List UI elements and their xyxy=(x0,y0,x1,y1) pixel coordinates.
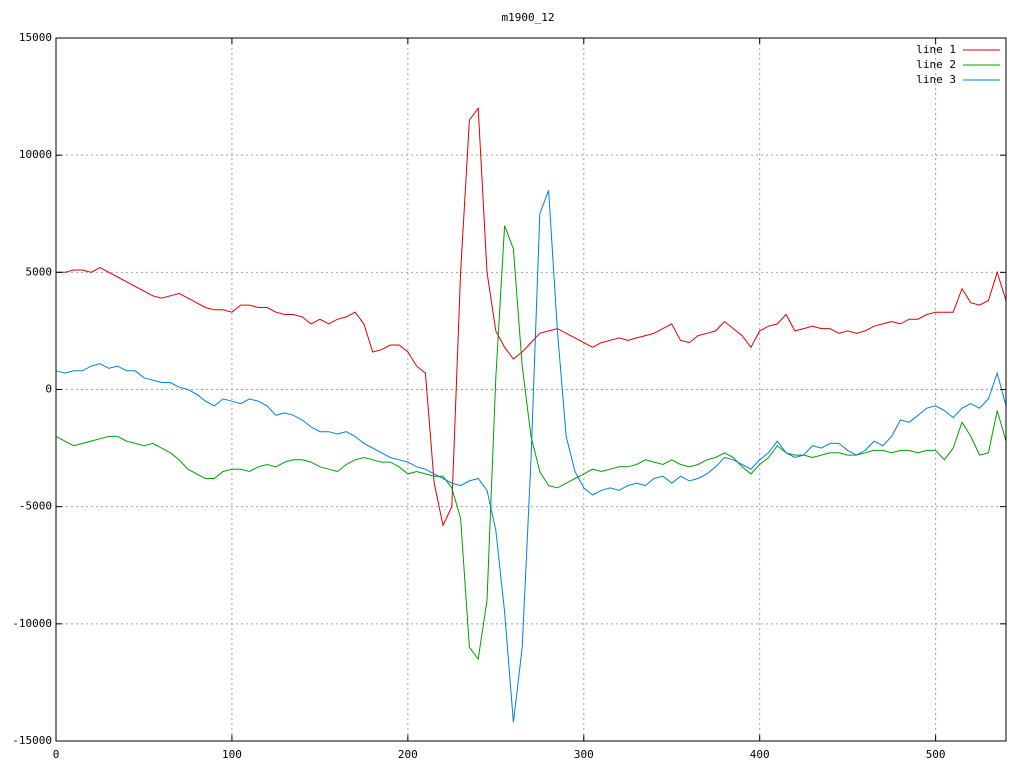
plot xyxy=(55,106,1007,723)
y-tick-label: -10000 xyxy=(12,617,52,630)
y-tick-label: -5000 xyxy=(19,500,52,513)
legend-label: line 3 xyxy=(916,73,956,86)
y-tick-label: 5000 xyxy=(26,265,53,278)
legend-label: line 1 xyxy=(916,43,956,56)
chart-title: m1900_12 xyxy=(502,11,555,24)
x-tick-label: 100 xyxy=(222,748,242,761)
x-tick-label: 0 xyxy=(53,748,60,761)
y-tick-label: 0 xyxy=(45,383,52,396)
series-line xyxy=(55,225,1007,661)
y-tick-label: 15000 xyxy=(19,31,52,44)
series-line xyxy=(55,190,1007,723)
x-tick-label: 400 xyxy=(750,748,770,761)
series-line xyxy=(56,106,1007,527)
x-tick-label: 200 xyxy=(398,748,418,761)
x-tick-label: 300 xyxy=(574,748,594,761)
x-tick-label: 500 xyxy=(926,748,946,761)
y-tick-label: 10000 xyxy=(19,148,52,161)
y-tick-label: -15000 xyxy=(12,734,52,747)
legend-label: line 2 xyxy=(916,58,956,71)
